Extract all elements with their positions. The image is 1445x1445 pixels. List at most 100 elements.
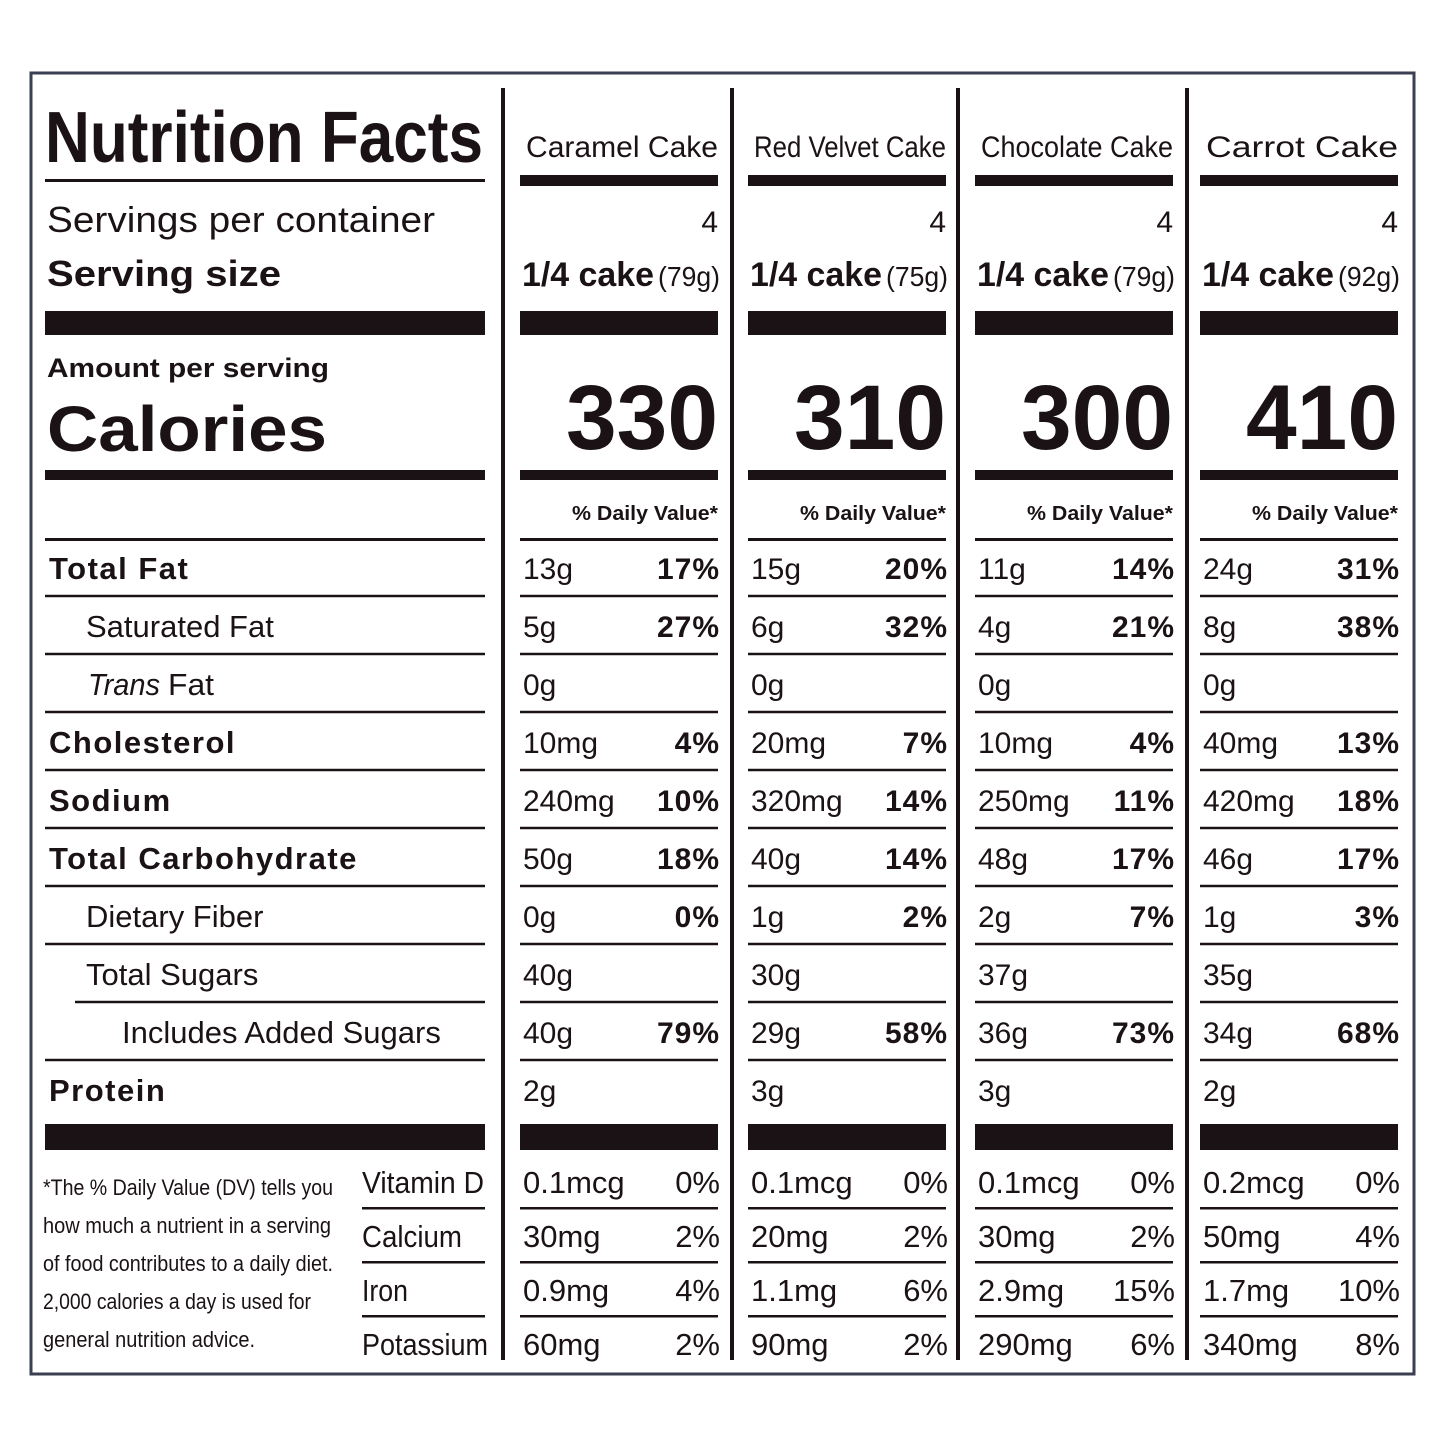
nutrient-amount: 240mg bbox=[523, 785, 615, 818]
nutrient-dv: 79% bbox=[657, 1017, 720, 1050]
row-rule bbox=[748, 768, 946, 772]
nutrient-dv: 10% bbox=[657, 785, 720, 818]
row-rule bbox=[520, 768, 718, 772]
thin-rule bbox=[1200, 538, 1398, 541]
nutrient-amount: 40g bbox=[523, 1017, 573, 1050]
serving-size: 1/4 cake bbox=[750, 256, 882, 294]
row-rule bbox=[748, 826, 946, 830]
nutrient-dv: 18% bbox=[657, 843, 720, 876]
vitamin-dv: 8% bbox=[1355, 1327, 1400, 1362]
nutrient-amount: 420mg bbox=[1203, 785, 1295, 818]
row-rule bbox=[975, 652, 1173, 656]
nutrient-dv: 32% bbox=[885, 611, 948, 644]
vitamin-dv: 0% bbox=[1130, 1165, 1175, 1200]
nutrient-amount: 0g bbox=[978, 669, 1011, 702]
nutrient-amount: 29g bbox=[751, 1017, 801, 1050]
title-rule bbox=[45, 179, 485, 182]
serving-size: 1/4 cake bbox=[1202, 256, 1334, 294]
nutrient-dv: 13% bbox=[1337, 727, 1400, 760]
nutrient-amount: 4g bbox=[978, 611, 1011, 644]
vitamin-dv: 4% bbox=[1355, 1219, 1400, 1254]
row-rule bbox=[975, 594, 1173, 598]
servings-count: 4 bbox=[1156, 206, 1173, 239]
vitamin-amount: 0.1mcg bbox=[978, 1165, 1080, 1200]
row-rule bbox=[975, 768, 1173, 772]
nutrient-amount: 36g bbox=[978, 1017, 1028, 1050]
row-rule bbox=[748, 942, 946, 946]
row-rule bbox=[1200, 594, 1398, 598]
row-rule bbox=[748, 884, 946, 888]
row-rule bbox=[975, 710, 1173, 714]
vitamin-dv: 10% bbox=[1338, 1273, 1400, 1308]
thick-bar bbox=[520, 1124, 718, 1150]
column-name: Caramel Cake bbox=[526, 131, 718, 164]
row-rule bbox=[45, 826, 485, 830]
row-rule bbox=[45, 942, 485, 946]
calories-value: 300 bbox=[1021, 367, 1173, 469]
nutrient-amount: 30g bbox=[751, 959, 801, 992]
vitamin-dv: 6% bbox=[1130, 1327, 1175, 1362]
nutrient-dv: 17% bbox=[1112, 843, 1175, 876]
nutrient-label: Total Sugars bbox=[86, 957, 258, 992]
thick-bar bbox=[45, 1124, 485, 1150]
header-bar bbox=[975, 175, 1173, 186]
title: Nutrition Facts bbox=[45, 98, 483, 178]
serving-size: 1/4 cake bbox=[977, 256, 1109, 294]
thick-bar bbox=[1200, 311, 1398, 335]
nutrient-amount: 40g bbox=[751, 843, 801, 876]
vitamin-dv: 0% bbox=[903, 1165, 948, 1200]
row-rule bbox=[45, 652, 485, 656]
row-rule bbox=[1200, 1000, 1398, 1004]
vitamin-amount: 1.7mg bbox=[1203, 1273, 1289, 1308]
row-rule bbox=[975, 884, 1173, 888]
nutrient-dv: 7% bbox=[903, 727, 948, 760]
row-rule bbox=[75, 1000, 485, 1004]
calories-value: 410 bbox=[1246, 367, 1398, 469]
row-rule bbox=[520, 710, 718, 714]
thin-rule bbox=[748, 538, 946, 541]
footnote-line: general nutrition advice. bbox=[43, 1327, 255, 1352]
vitamin-label: Calcium bbox=[362, 1219, 462, 1254]
vitamin-rule bbox=[362, 1261, 485, 1264]
nutrient-dv: 2% bbox=[903, 901, 948, 934]
nutrient-amount: 15g bbox=[751, 553, 801, 586]
vitamin-amount: 2.9mg bbox=[978, 1273, 1064, 1308]
column-divider bbox=[956, 88, 960, 1360]
nutrient-amount: 0g bbox=[523, 669, 556, 702]
vitamin-dv: 2% bbox=[675, 1327, 720, 1362]
nutrient-label: Cholesterol bbox=[49, 725, 236, 760]
row-rule bbox=[45, 710, 485, 714]
vitamin-amount: 290mg bbox=[978, 1327, 1073, 1362]
nutrient-dv: 21% bbox=[1112, 611, 1175, 644]
calories-value: 330 bbox=[566, 367, 718, 469]
vitamin-dv: 2% bbox=[1130, 1219, 1175, 1254]
nutrient-amount: 6g bbox=[751, 611, 784, 644]
row-rule bbox=[748, 1000, 946, 1004]
row-rule bbox=[1200, 942, 1398, 946]
thick-bar bbox=[1200, 1124, 1398, 1150]
nutrient-amount: 13g bbox=[523, 553, 573, 586]
nutrient-label: Protein bbox=[49, 1073, 166, 1108]
row-rule bbox=[1200, 768, 1398, 772]
thin-rule bbox=[520, 538, 718, 541]
row-rule bbox=[1200, 826, 1398, 830]
row-rule bbox=[520, 1058, 718, 1062]
row-rule bbox=[748, 1058, 946, 1062]
vitamin-rule bbox=[748, 1315, 946, 1318]
servings-count: 4 bbox=[929, 206, 946, 239]
nutrient-dv: 0% bbox=[675, 901, 720, 934]
daily-value-header: % Daily Value* bbox=[1027, 503, 1173, 525]
row-rule bbox=[975, 1058, 1173, 1062]
vitamin-amount: 0.2mcg bbox=[1203, 1165, 1305, 1200]
nutrient-amount: 48g bbox=[978, 843, 1028, 876]
medium-bar bbox=[1200, 470, 1398, 480]
vitamin-rule bbox=[975, 1315, 1173, 1318]
row-rule bbox=[975, 942, 1173, 946]
nutrient-amount: 0g bbox=[1203, 669, 1236, 702]
nutrient-dv: 68% bbox=[1337, 1017, 1400, 1050]
nutrient-dv: 58% bbox=[885, 1017, 948, 1050]
row-rule bbox=[975, 1000, 1173, 1004]
vitamin-rule bbox=[520, 1207, 718, 1210]
nutrient-amount: 10mg bbox=[523, 727, 598, 760]
vitamin-rule bbox=[1200, 1261, 1398, 1264]
